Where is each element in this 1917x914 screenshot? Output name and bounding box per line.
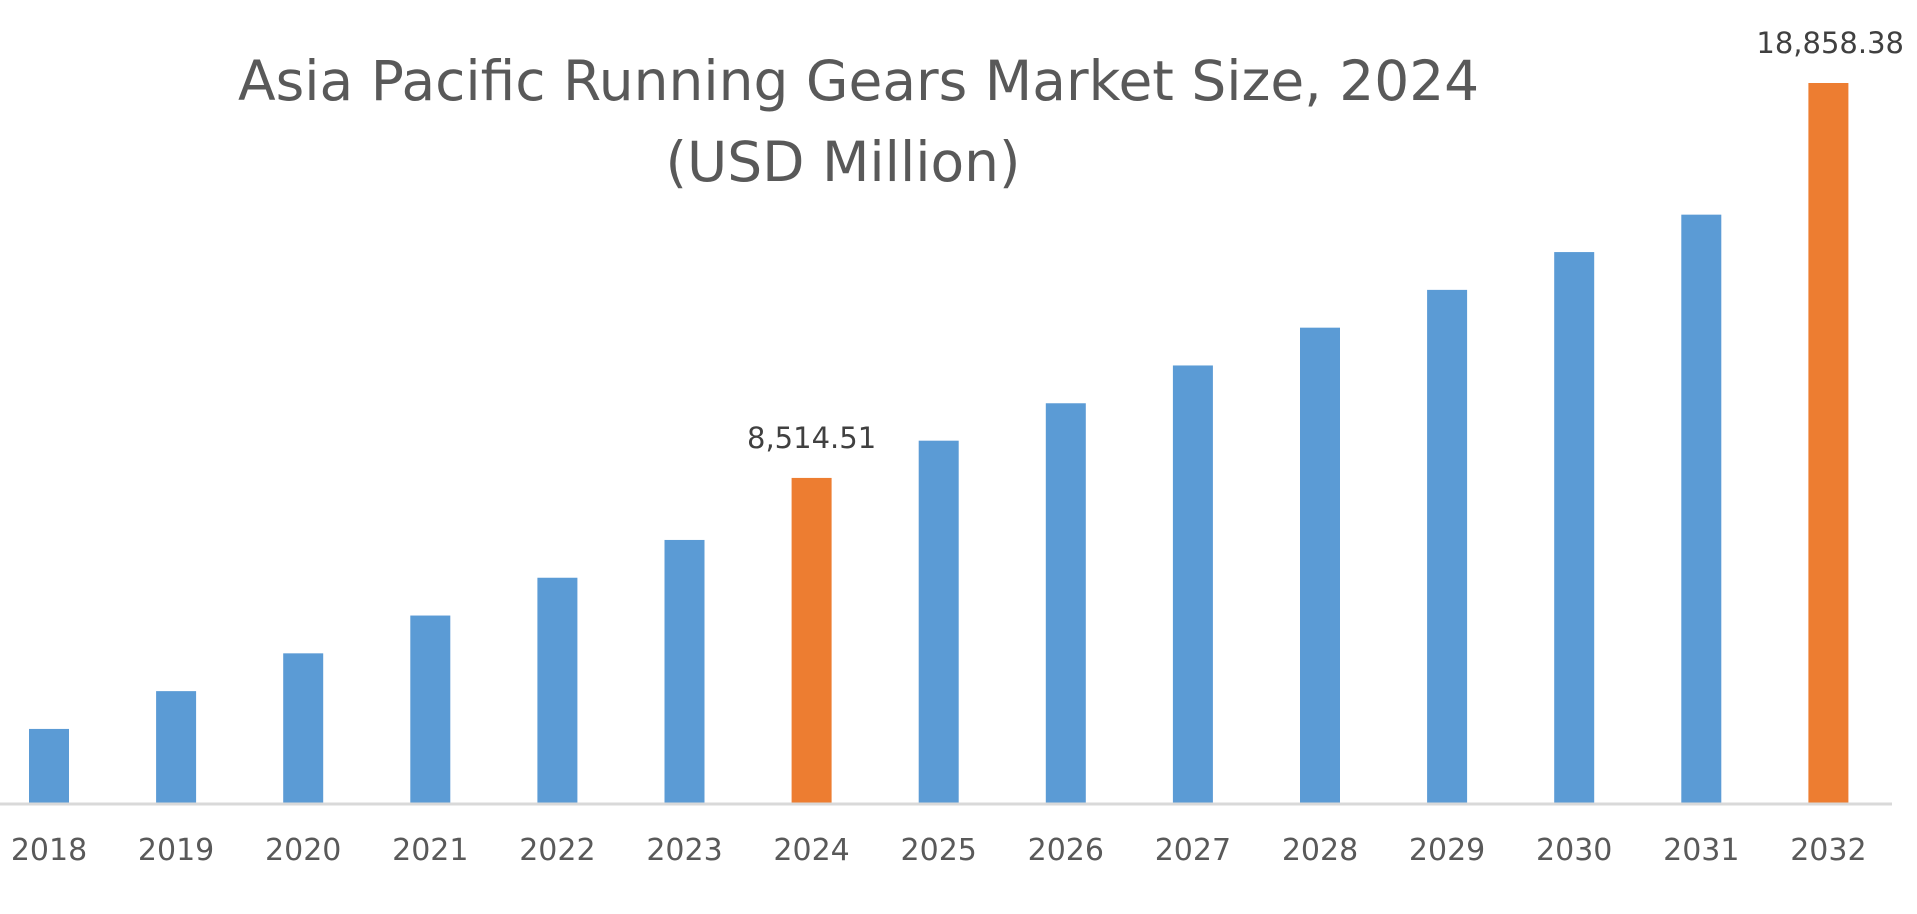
bar-2031 (1681, 214, 1722, 803)
x-tick-label-2031: 2031 (1663, 833, 1739, 868)
bar-2027 (1172, 365, 1213, 803)
bar-2030 (1554, 252, 1595, 803)
x-tick-label-2028: 2028 (1282, 833, 1358, 868)
x-tick-label-2018: 2018 (11, 833, 87, 868)
x-tick-label-2029: 2029 (1409, 833, 1485, 868)
bar-2019 (156, 691, 197, 803)
bar-2023 (664, 539, 705, 803)
bar-2032 (1808, 83, 1849, 803)
x-tick-label-2025: 2025 (901, 833, 977, 868)
x-tick-label-2021: 2021 (392, 833, 468, 868)
bar-2020 (283, 653, 324, 803)
chart-subtitle: (USD Million) (665, 130, 1021, 194)
bar-2028 (1300, 327, 1340, 803)
bar-2025 (918, 440, 959, 803)
x-tick-label-2019: 2019 (138, 833, 214, 868)
data-label-2032: 18,858.38 (1756, 26, 1904, 60)
x-tick-label-2020: 2020 (265, 833, 341, 868)
bar-2026 (1045, 403, 1086, 803)
bar-2029 (1427, 289, 1468, 804)
bar-2022 (537, 577, 578, 803)
data-labels: 8,514.51 18,858.38 (747, 26, 1904, 455)
x-tick-labels: 2018 2019 2020 2021 2022 2023 2024 2025 2026 2027… (11, 833, 1867, 868)
x-tick-label-2024: 2024 (773, 833, 849, 868)
x-tick-label-2026: 2026 (1028, 833, 1104, 868)
bar-2021 (410, 615, 451, 803)
x-tick-label-2030: 2030 (1536, 833, 1612, 868)
bar-2024 (791, 477, 832, 803)
bar-2018 (29, 728, 69, 803)
x-tick-label-2027: 2027 (1155, 833, 1231, 868)
x-tick-label-2023: 2023 (646, 833, 722, 868)
data-label-2024: 8,514.51 (747, 421, 876, 455)
x-tick-label-2022: 2022 (519, 833, 595, 868)
x-tick-label-2032: 2032 (1790, 833, 1866, 868)
chart-title: Asia Pacific Running Gears Market Size, … (238, 49, 1480, 113)
bars-group (29, 83, 1849, 804)
